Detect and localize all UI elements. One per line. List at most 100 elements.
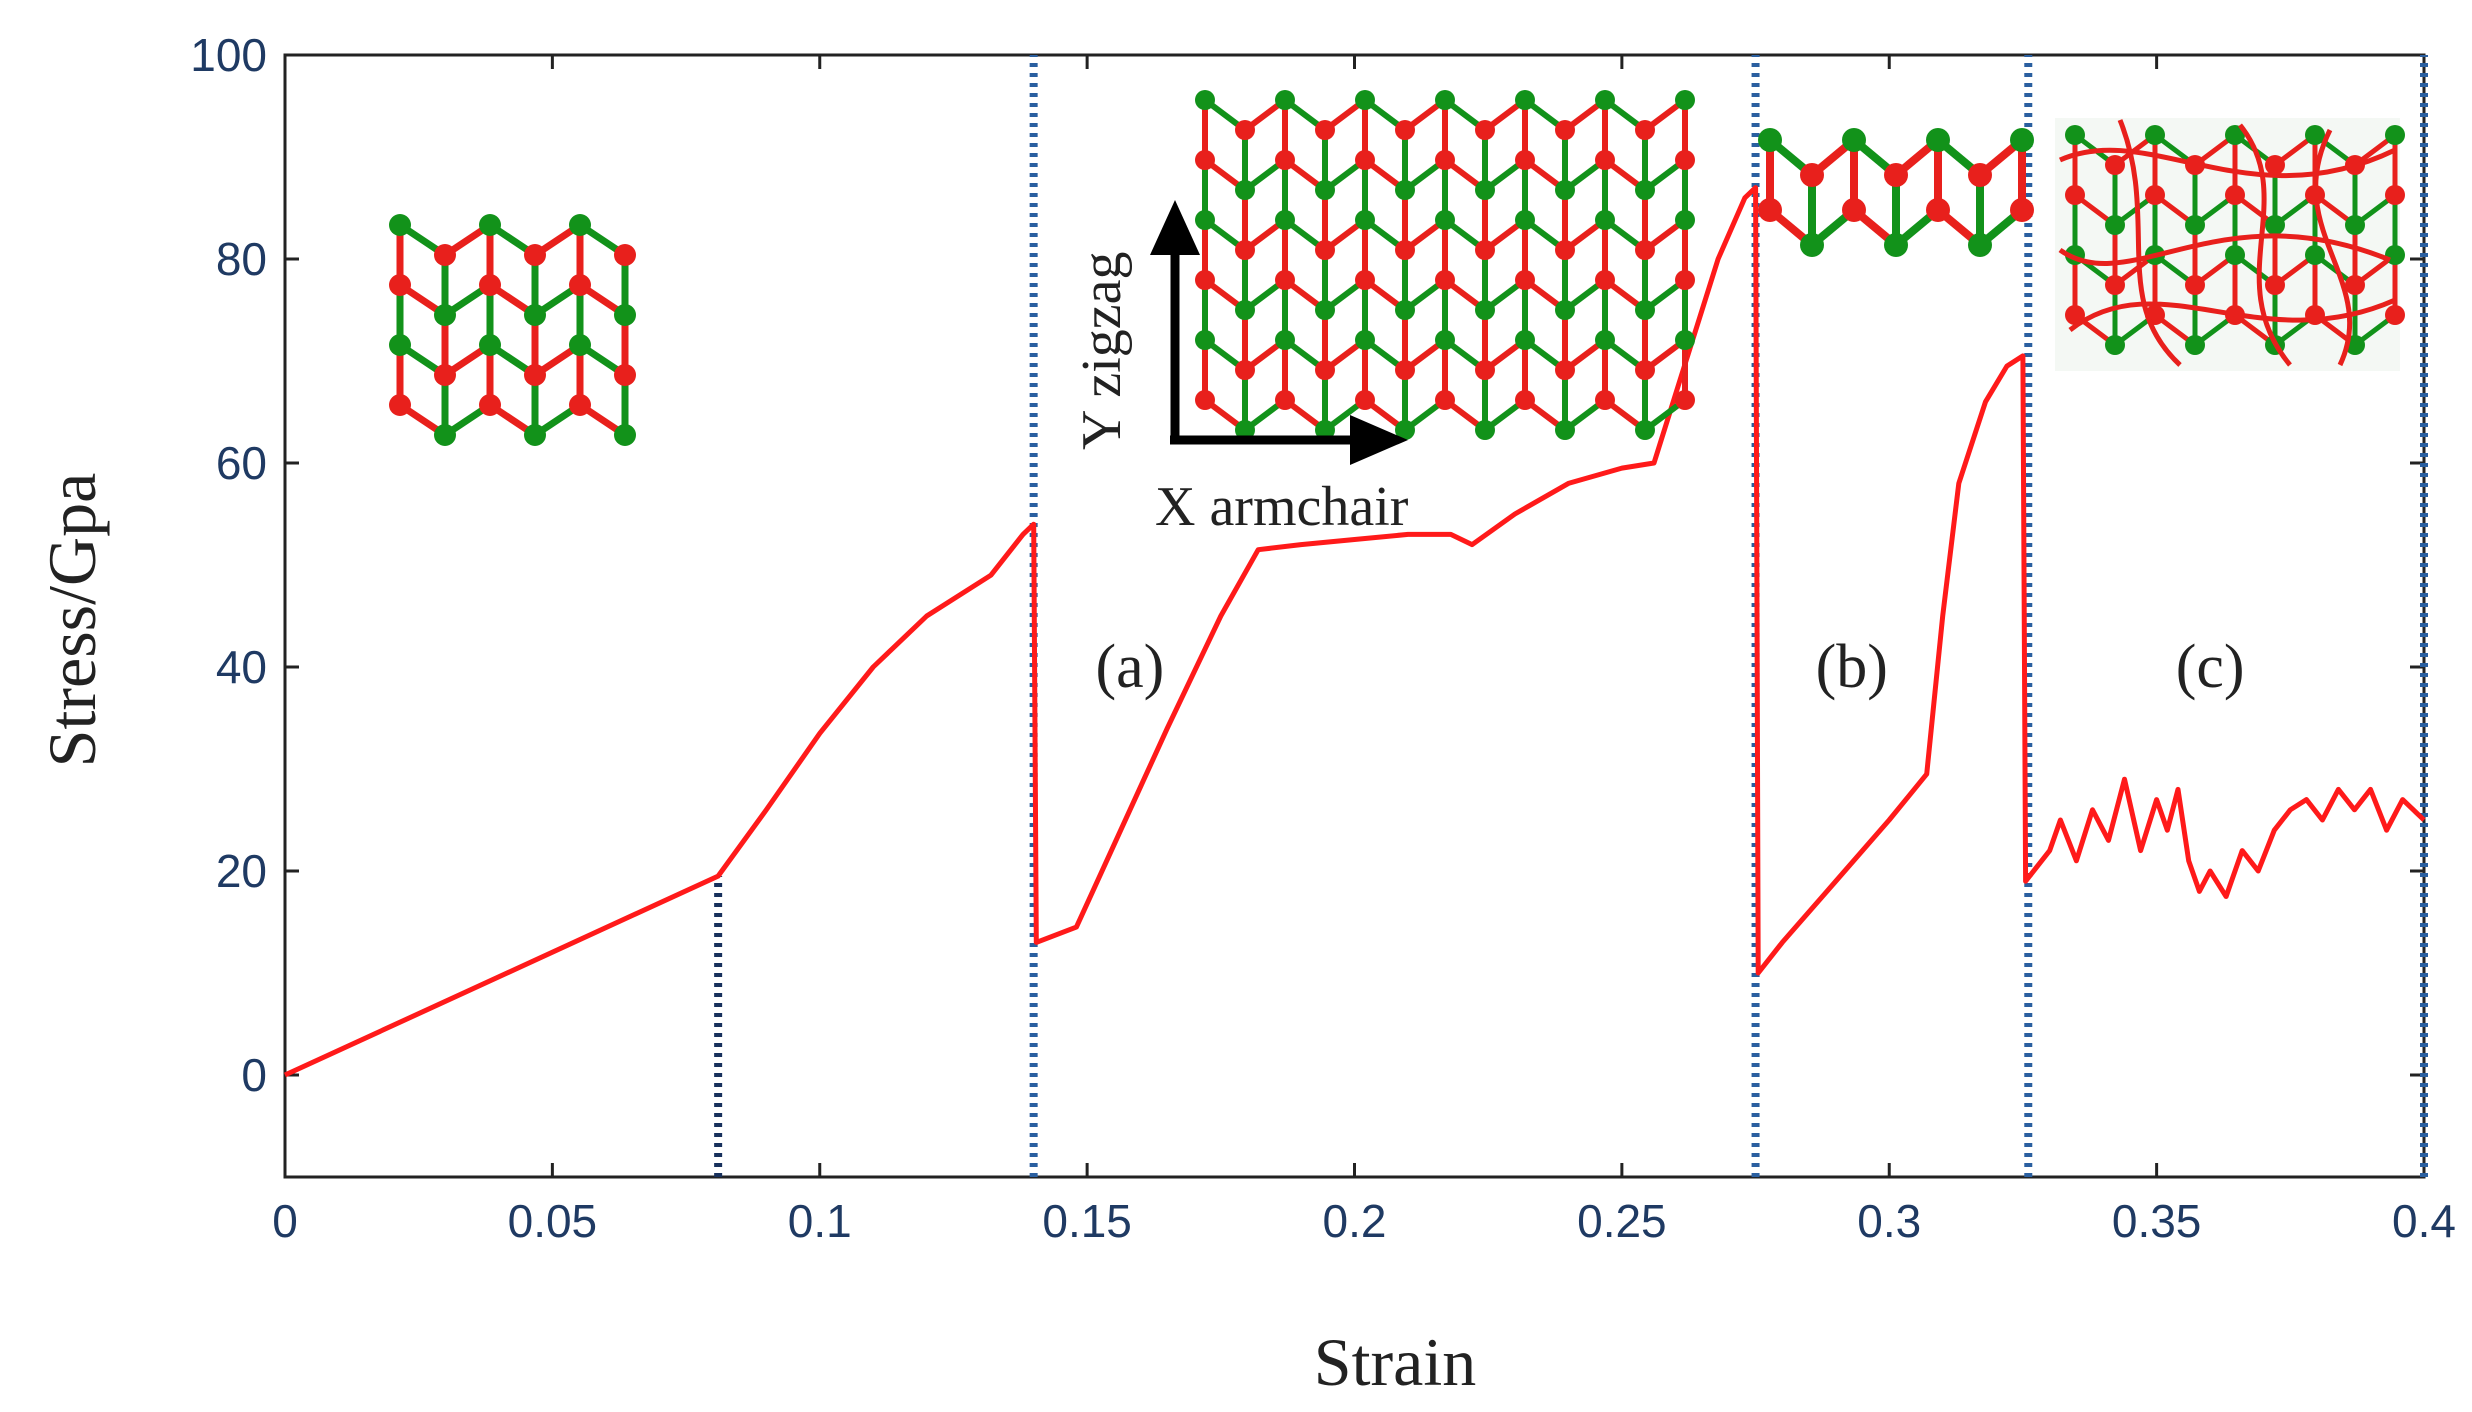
- x-tick-label: 0.4: [2392, 1195, 2456, 1247]
- x-tick-label: 0.15: [1042, 1195, 1132, 1247]
- lattice-atom: [2145, 185, 2165, 205]
- lattice-atom: [1555, 120, 1575, 140]
- lattice-bond: [2117, 119, 2182, 367]
- y-tick-label: 20: [216, 845, 267, 897]
- x-tick-label: 0.3: [1857, 1195, 1921, 1247]
- lattice-bond: [2058, 147, 2397, 179]
- lattice-atom: [1355, 330, 1375, 350]
- lattice-inset-initial: [389, 214, 636, 446]
- lattice-atom: [1675, 270, 1695, 290]
- lattice-atom: [1475, 240, 1495, 260]
- lattice-atom: [1355, 210, 1375, 230]
- lattice-atom: [1555, 300, 1575, 320]
- lattice-atom: [1195, 150, 1215, 170]
- lattice-bond: [2068, 297, 2397, 332]
- lattice-atom: [1968, 163, 1992, 187]
- lattice-atom: [1475, 120, 1495, 140]
- lattice-atom: [1635, 180, 1655, 200]
- x-tick-label: 0.1: [788, 1195, 852, 1247]
- lattice-atom: [1235, 180, 1255, 200]
- lattice-atom: [1475, 180, 1495, 200]
- lattice-atom: [1675, 150, 1695, 170]
- lattice-atom: [1315, 300, 1335, 320]
- lattice-atom: [1515, 90, 1535, 110]
- lattice-atom: [1555, 360, 1575, 380]
- lattice-atom: [1315, 120, 1335, 140]
- lattice-inset-b: [1758, 128, 2034, 257]
- lattice-atom: [1595, 270, 1615, 290]
- lattice-atom: [434, 244, 456, 266]
- lattice-atom: [1275, 150, 1295, 170]
- lattice-atom: [2305, 125, 2325, 145]
- lattice-atom: [2305, 245, 2325, 265]
- x-axis-title: Strain: [1314, 1324, 1476, 1400]
- panel-label: (a): [1095, 633, 1164, 701]
- lattice-atom: [1515, 330, 1535, 350]
- lattice-atom: [569, 394, 591, 416]
- lattice-atom: [1275, 390, 1295, 410]
- lattice-atom: [2385, 185, 2405, 205]
- lattice-atom: [2185, 275, 2205, 295]
- lattice-atom: [1395, 360, 1415, 380]
- y-zigzag-label: Y zigzag: [1071, 252, 1133, 451]
- lattice-atom: [2105, 335, 2125, 355]
- lattice-bond: [2313, 128, 2353, 367]
- lattice-atom: [2265, 215, 2285, 235]
- lattice-atom: [2265, 275, 2285, 295]
- lattice-atom: [1515, 150, 1535, 170]
- lattice-atom: [2185, 215, 2205, 235]
- lattice-atom: [1595, 390, 1615, 410]
- lattice-atom: [1395, 180, 1415, 200]
- y-tick-label: 40: [216, 641, 267, 693]
- lattice-atom: [1235, 120, 1255, 140]
- panel-label: (c): [2176, 633, 2245, 701]
- lattice-atom: [389, 274, 411, 296]
- lattice-atom: [1675, 390, 1695, 410]
- lattice-atom: [1635, 420, 1655, 440]
- lattice-atom: [614, 364, 636, 386]
- lattice-atom: [1515, 270, 1535, 290]
- lattice-atom: [1275, 90, 1295, 110]
- lattice-atom: [1475, 420, 1495, 440]
- lattice-atom: [1595, 150, 1615, 170]
- lattice-atom: [2065, 305, 2085, 325]
- lattice-atom: [1595, 90, 1615, 110]
- lattice-atom: [2010, 128, 2034, 152]
- lattice-atom: [1275, 270, 1295, 290]
- lattice-atom: [1395, 120, 1415, 140]
- lattice-atom: [1355, 150, 1375, 170]
- arrow-up-icon: [1150, 200, 1200, 255]
- y-tick-label: 100: [190, 29, 267, 81]
- x-tick-label: 0.05: [508, 1195, 598, 1247]
- y-axis-title: Stress/Gpa: [34, 473, 110, 768]
- direction-arrows: Y zigzag X armchair: [1071, 200, 1409, 538]
- lattice-atom: [2105, 215, 2125, 235]
- lattice-atom: [1355, 270, 1375, 290]
- lattice-atom: [2385, 305, 2405, 325]
- y-tick-label: 80: [216, 233, 267, 285]
- lattice-atom: [479, 334, 501, 356]
- lattice-atom: [2265, 155, 2285, 175]
- lattice-atom: [1884, 163, 1908, 187]
- lattice-atom: [1555, 180, 1575, 200]
- lattice-atom: [1315, 240, 1335, 260]
- lattice-atom: [1635, 240, 1655, 260]
- lattice-atom: [1758, 198, 1782, 222]
- lattice-atom: [569, 334, 591, 356]
- lattice-atom: [1800, 233, 1824, 257]
- lattice-atom: [2065, 185, 2085, 205]
- lattice-atom: [2225, 125, 2245, 145]
- lattice-atom: [614, 244, 636, 266]
- lattice-atom: [434, 364, 456, 386]
- lattice-atom: [1395, 300, 1415, 320]
- x-tick-label: 0.2: [1323, 1195, 1387, 1247]
- lattice-atom: [1195, 390, 1215, 410]
- x-tick-label: 0.35: [2112, 1195, 2202, 1247]
- lattice-atom: [1435, 210, 1455, 230]
- lattice-atom: [1595, 210, 1615, 230]
- lattice-atom: [2345, 215, 2365, 235]
- lattice-atom: [1195, 330, 1215, 350]
- lattice-atom: [1195, 210, 1215, 230]
- lattice-atom: [1884, 233, 1908, 257]
